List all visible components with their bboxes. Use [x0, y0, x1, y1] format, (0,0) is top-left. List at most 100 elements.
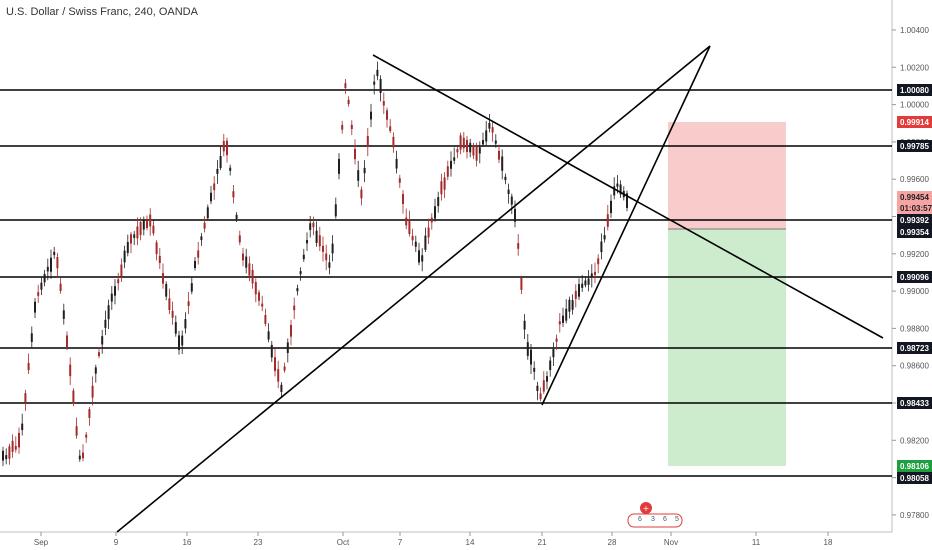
candle-body: [114, 286, 116, 296]
price-label-text: 0.98433: [900, 399, 929, 408]
candle-body: [155, 242, 158, 255]
candle-body: [120, 264, 123, 277]
candle-body: [117, 279, 120, 284]
candle-body: [91, 385, 94, 398]
candle-body: [562, 315, 564, 323]
candle-body: [66, 335, 68, 348]
candle-body: [469, 142, 472, 153]
candle-body: [523, 320, 526, 330]
candle-body: [178, 335, 180, 350]
candle-body: [437, 197, 440, 207]
candle-body: [258, 292, 260, 301]
candle-body: [491, 127, 494, 133]
candle-body: [226, 140, 228, 156]
candle-body: [456, 149, 459, 153]
candle-body: [27, 362, 30, 371]
candle-body: [126, 242, 129, 253]
price-tick-label: 1.00000: [900, 101, 929, 110]
date-tick-label: 16: [183, 538, 192, 547]
date-tick-label: Oct: [337, 538, 350, 547]
candle-body: [53, 251, 56, 256]
candle-body: [219, 156, 222, 169]
candle-body: [206, 207, 209, 219]
candle-body: [581, 283, 584, 288]
candle-body: [78, 455, 81, 460]
candle-body: [190, 283, 193, 292]
candle-body: [280, 384, 283, 392]
candle-body: [619, 184, 622, 195]
candle-body: [165, 283, 168, 297]
price-label-badge: [897, 271, 932, 283]
candle-body: [8, 446, 11, 459]
candle-body: [184, 319, 187, 329]
trendlines[interactable]: [116, 45, 884, 533]
candle-body: [357, 170, 360, 181]
candle-body: [603, 235, 606, 240]
date-tick-label: 14: [466, 538, 475, 547]
candle-body: [475, 146, 478, 161]
candle-body: [69, 364, 72, 377]
date-tick-label: 7: [398, 538, 403, 547]
candle-body: [414, 241, 417, 247]
candle-body: [517, 243, 520, 249]
candle-body: [325, 253, 328, 261]
candle-body: [402, 193, 404, 205]
candle-body: [597, 258, 600, 265]
candle-body: [136, 226, 139, 239]
date-tick-label: 9: [114, 538, 119, 547]
candle-body: [43, 273, 46, 283]
date-tick-label: Sep: [34, 538, 49, 547]
candle-body: [162, 273, 164, 284]
candle-body: [11, 440, 14, 452]
candle-body: [574, 290, 577, 299]
candle-body: [533, 367, 536, 372]
price-label-text: 0.99096: [900, 273, 929, 282]
stop-loss-zone[interactable]: [668, 122, 786, 229]
candle-body: [379, 78, 382, 93]
candle-body: [472, 145, 475, 156]
support-resistance-lines[interactable]: [0, 89, 892, 477]
economic-event-markers[interactable]: + 6 3 6 5: [627, 502, 683, 528]
candle-body: [338, 158, 340, 174]
price-label-badge: [897, 140, 932, 152]
candle-body: [235, 214, 238, 219]
event-count-label: 6: [638, 516, 642, 523]
candle-body: [293, 305, 296, 311]
candle-body: [232, 191, 235, 198]
candle-body: [610, 200, 612, 214]
candle-body: [72, 390, 75, 404]
candle-body: [526, 342, 529, 356]
price-label-text: 01:03:57: [900, 204, 932, 213]
candle-body: [88, 409, 91, 418]
candle-body: [82, 452, 84, 459]
price-label-text: 0.99914: [900, 118, 929, 127]
candle-body: [5, 455, 8, 460]
candle-body: [482, 140, 484, 145]
candle-body: [245, 256, 248, 268]
candle-body: [30, 333, 33, 342]
price-label-text: 0.99354: [900, 228, 929, 237]
candle-body: [498, 150, 500, 160]
candle-body: [584, 280, 587, 286]
candle-body: [24, 393, 27, 403]
price-tick-label: 0.99200: [900, 250, 929, 259]
candle-body: [21, 423, 24, 431]
candle-body: [274, 357, 276, 372]
time-axis: Sep 9 16 23 Oct 7 14 21 28 Nov 11 18: [34, 532, 833, 547]
candle-body: [264, 314, 267, 324]
price-label-badge: [897, 397, 932, 409]
candle-body: [347, 99, 350, 105]
price-label-badge: [897, 116, 932, 128]
candle-body: [430, 217, 433, 223]
candle-body: [85, 434, 88, 438]
price-label-badge: [897, 191, 932, 203]
event-count-label: 6: [663, 516, 667, 523]
candle-body: [421, 255, 424, 262]
candle-body: [146, 220, 148, 228]
price-label-badge: [897, 342, 932, 354]
candle-body: [62, 310, 65, 319]
candle-body: [331, 243, 334, 254]
candle-body: [546, 376, 548, 382]
candle-body: [504, 176, 507, 181]
